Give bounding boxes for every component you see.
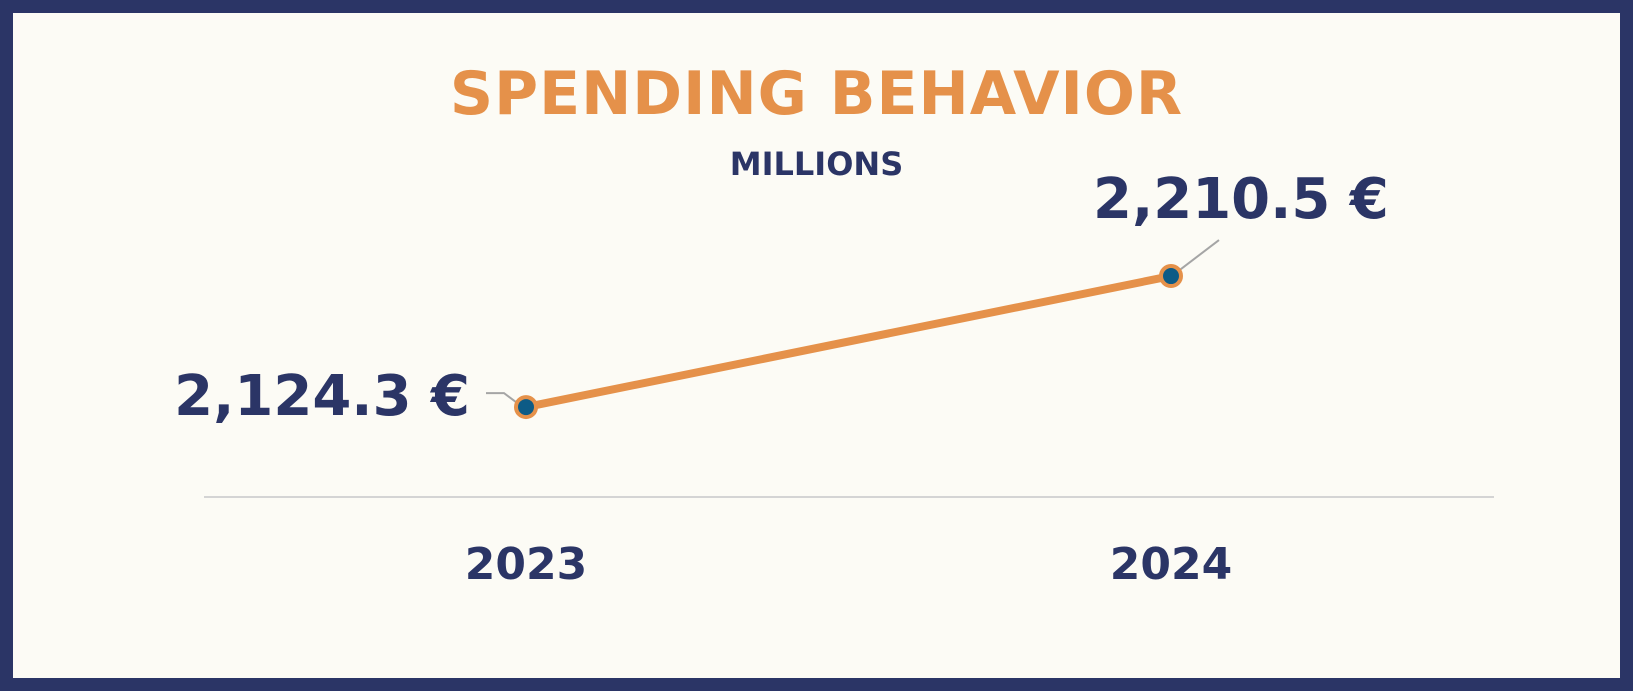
data-label: 2,210.5 € [1093, 167, 1389, 232]
label-leaders [486, 239, 1220, 406]
x-tick-labels: 2023 2024 [465, 539, 1232, 590]
label-leader-line [486, 392, 521, 406]
data-labels: 2,124.3 € 2,210.5 € [174, 167, 1389, 429]
x-tick-label: 2023 [465, 539, 587, 590]
x-tick-label: 2024 [1110, 539, 1232, 590]
data-point [514, 395, 538, 420]
series-points [514, 264, 1183, 420]
chart-title: SPENDING BEHAVIOR [449, 59, 1184, 129]
series-lines [522, 272, 1175, 412]
data-label: 2,124.3 € [174, 364, 470, 429]
chart-subtitle: MILLIONS [729, 145, 904, 183]
series-line [522, 272, 1175, 412]
data-point [1159, 264, 1183, 289]
label-leader-line [1176, 239, 1220, 273]
